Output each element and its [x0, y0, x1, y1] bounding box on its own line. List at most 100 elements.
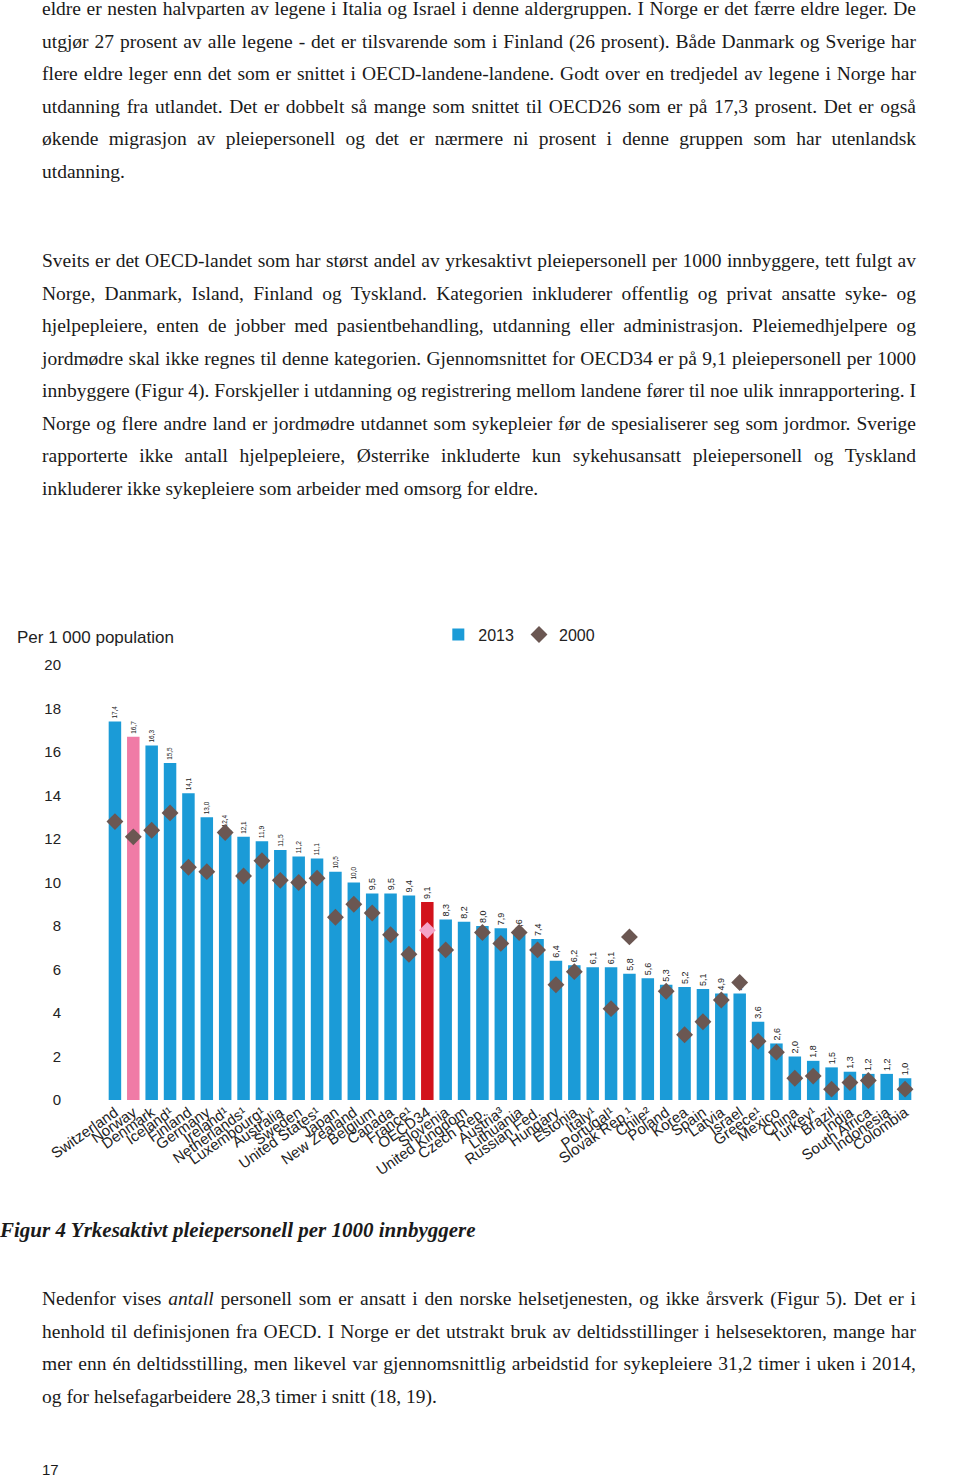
svg-text:9,1: 9,1 [422, 887, 432, 899]
svg-text:Poland: Poland [624, 1103, 672, 1144]
svg-text:12,4: 12,4 [221, 814, 228, 827]
svg-text:6: 6 [53, 961, 61, 978]
svg-text:8,0: 8,0 [478, 911, 488, 923]
svg-text:2013: 2013 [478, 627, 514, 644]
svg-text:2,0: 2,0 [790, 1041, 800, 1053]
svg-text:China: China [759, 1103, 801, 1140]
svg-text:5,6: 5,6 [643, 963, 653, 975]
svg-text:16,7: 16,7 [130, 721, 137, 734]
svg-text:India: India [820, 1103, 857, 1136]
svg-text:0: 0 [53, 1091, 61, 1108]
svg-text:5,8: 5,8 [625, 958, 635, 970]
svg-text:Lithuania: Lithuania [466, 1103, 526, 1152]
svg-text:4: 4 [53, 1004, 61, 1021]
svg-text:Latvia: Latvia [685, 1103, 728, 1140]
svg-text:11,9: 11,9 [258, 825, 265, 838]
svg-text:Korea: Korea [648, 1103, 691, 1140]
svg-text:Luxembourg¹: Luxembourg¹ [186, 1103, 268, 1168]
svg-text:14: 14 [44, 787, 61, 804]
svg-text:Czech Rep.: Czech Rep. [415, 1103, 489, 1162]
svg-text:Ireland¹: Ireland¹ [180, 1103, 231, 1146]
svg-text:Italy¹: Italy¹ [562, 1103, 598, 1136]
svg-text:Belgium: Belgium [324, 1103, 378, 1148]
svg-text:6,1: 6,1 [606, 952, 616, 964]
svg-text:1,8: 1,8 [808, 1045, 818, 1057]
svg-text:2: 2 [53, 1048, 61, 1065]
svg-text:1,2: 1,2 [882, 1058, 892, 1070]
svg-text:12: 12 [44, 830, 61, 847]
svg-text:Sweden: Sweden [251, 1103, 305, 1148]
svg-text:5,3: 5,3 [661, 969, 671, 981]
svg-text:Israel: Israel [706, 1103, 746, 1138]
svg-text:4,9: 4,9 [735, 978, 745, 990]
svg-text:8,3: 8,3 [441, 904, 451, 916]
svg-text:15,5: 15,5 [166, 747, 173, 760]
svg-text:6,4: 6,4 [551, 945, 561, 957]
svg-text:Turkey¹: Turkey¹ [768, 1103, 819, 1146]
svg-text:2,6: 2,6 [772, 1028, 782, 1040]
svg-text:1,5: 1,5 [827, 1052, 837, 1064]
svg-text:Greece¹: Greece¹ [710, 1103, 764, 1148]
svg-text:Canada: Canada [344, 1103, 397, 1147]
svg-text:Indonesia: Indonesia [830, 1103, 894, 1155]
svg-text:Hungary: Hungary [506, 1103, 563, 1150]
svg-text:7,6: 7,6 [514, 919, 524, 931]
svg-text:Denmark: Denmark [98, 1103, 158, 1152]
svg-text:Slovak Rep.¹: Slovak Rep.¹ [555, 1103, 635, 1166]
svg-text:New Zealand: New Zealand [278, 1103, 360, 1168]
svg-text:17,4: 17,4 [111, 706, 118, 719]
svg-text:Brazil: Brazil [797, 1103, 837, 1138]
svg-text:Japan: Japan [298, 1103, 341, 1140]
svg-text:9,4: 9,4 [404, 880, 414, 892]
svg-text:Chile²: Chile² [612, 1103, 654, 1139]
svg-text:18: 18 [44, 700, 61, 717]
svg-text:1,2: 1,2 [863, 1058, 873, 1070]
svg-text:4,9: 4,9 [716, 978, 726, 990]
svg-text:8,2: 8,2 [459, 906, 469, 918]
svg-text:Norway: Norway [88, 1103, 140, 1146]
svg-text:1,3: 1,3 [845, 1056, 855, 1068]
svg-text:France¹: France¹ [363, 1103, 415, 1147]
svg-text:Russian Fed.: Russian Fed. [461, 1103, 543, 1168]
svg-text:Germany: Germany [153, 1103, 214, 1153]
svg-text:16,3: 16,3 [148, 730, 155, 743]
svg-text:14,1: 14,1 [185, 777, 192, 790]
svg-text:OECD34: OECD34 [374, 1103, 433, 1151]
svg-text:5,2: 5,2 [680, 971, 690, 983]
svg-text:Spain: Spain [668, 1103, 709, 1139]
svg-text:13,0: 13,0 [203, 801, 210, 814]
svg-text:Colombia: Colombia [849, 1103, 911, 1154]
svg-text:8: 8 [53, 917, 61, 934]
svg-text:Austria³: Austria³ [455, 1103, 507, 1147]
svg-text:6,2: 6,2 [569, 950, 579, 962]
svg-text:1,0: 1,0 [900, 1063, 910, 1075]
svg-text:Per 1 000 population: Per 1 000 population [17, 628, 174, 647]
svg-text:Estonia: Estonia [530, 1103, 581, 1146]
svg-text:7,4: 7,4 [533, 924, 543, 936]
svg-text:16: 16 [44, 743, 61, 760]
svg-text:5,1: 5,1 [698, 974, 708, 986]
svg-text:South Africa: South Africa [798, 1103, 875, 1164]
svg-text:Switzerland: Switzerland [48, 1103, 121, 1161]
svg-text:10,0: 10,0 [350, 867, 357, 880]
svg-text:Slovenia: Slovenia [395, 1103, 452, 1150]
svg-text:3,6: 3,6 [753, 1006, 763, 1018]
svg-text:United Kingdom: United Kingdom [373, 1103, 470, 1178]
svg-text:11,5: 11,5 [277, 834, 284, 847]
svg-text:20: 20 [44, 656, 61, 673]
svg-text:11,2: 11,2 [295, 841, 302, 854]
svg-text:9,5: 9,5 [367, 878, 377, 890]
svg-text:9,5: 9,5 [386, 878, 396, 890]
svg-text:Australia: Australia [229, 1103, 287, 1151]
svg-text:Finland: Finland [144, 1103, 194, 1145]
svg-text:Mexico: Mexico [734, 1103, 783, 1144]
svg-text:United States¹: United States¹ [235, 1103, 323, 1171]
svg-text:6,1: 6,1 [588, 952, 598, 964]
svg-text:Netherlands¹: Netherlands¹ [169, 1103, 249, 1166]
svg-text:12,1: 12,1 [240, 821, 247, 834]
svg-text:7,9: 7,9 [496, 913, 506, 925]
svg-text:10,5: 10,5 [332, 856, 339, 869]
svg-text:Portugal¹: Portugal¹ [557, 1103, 617, 1152]
svg-text:Iceland¹: Iceland¹ [123, 1103, 176, 1148]
svg-text:11,1: 11,1 [313, 843, 320, 856]
